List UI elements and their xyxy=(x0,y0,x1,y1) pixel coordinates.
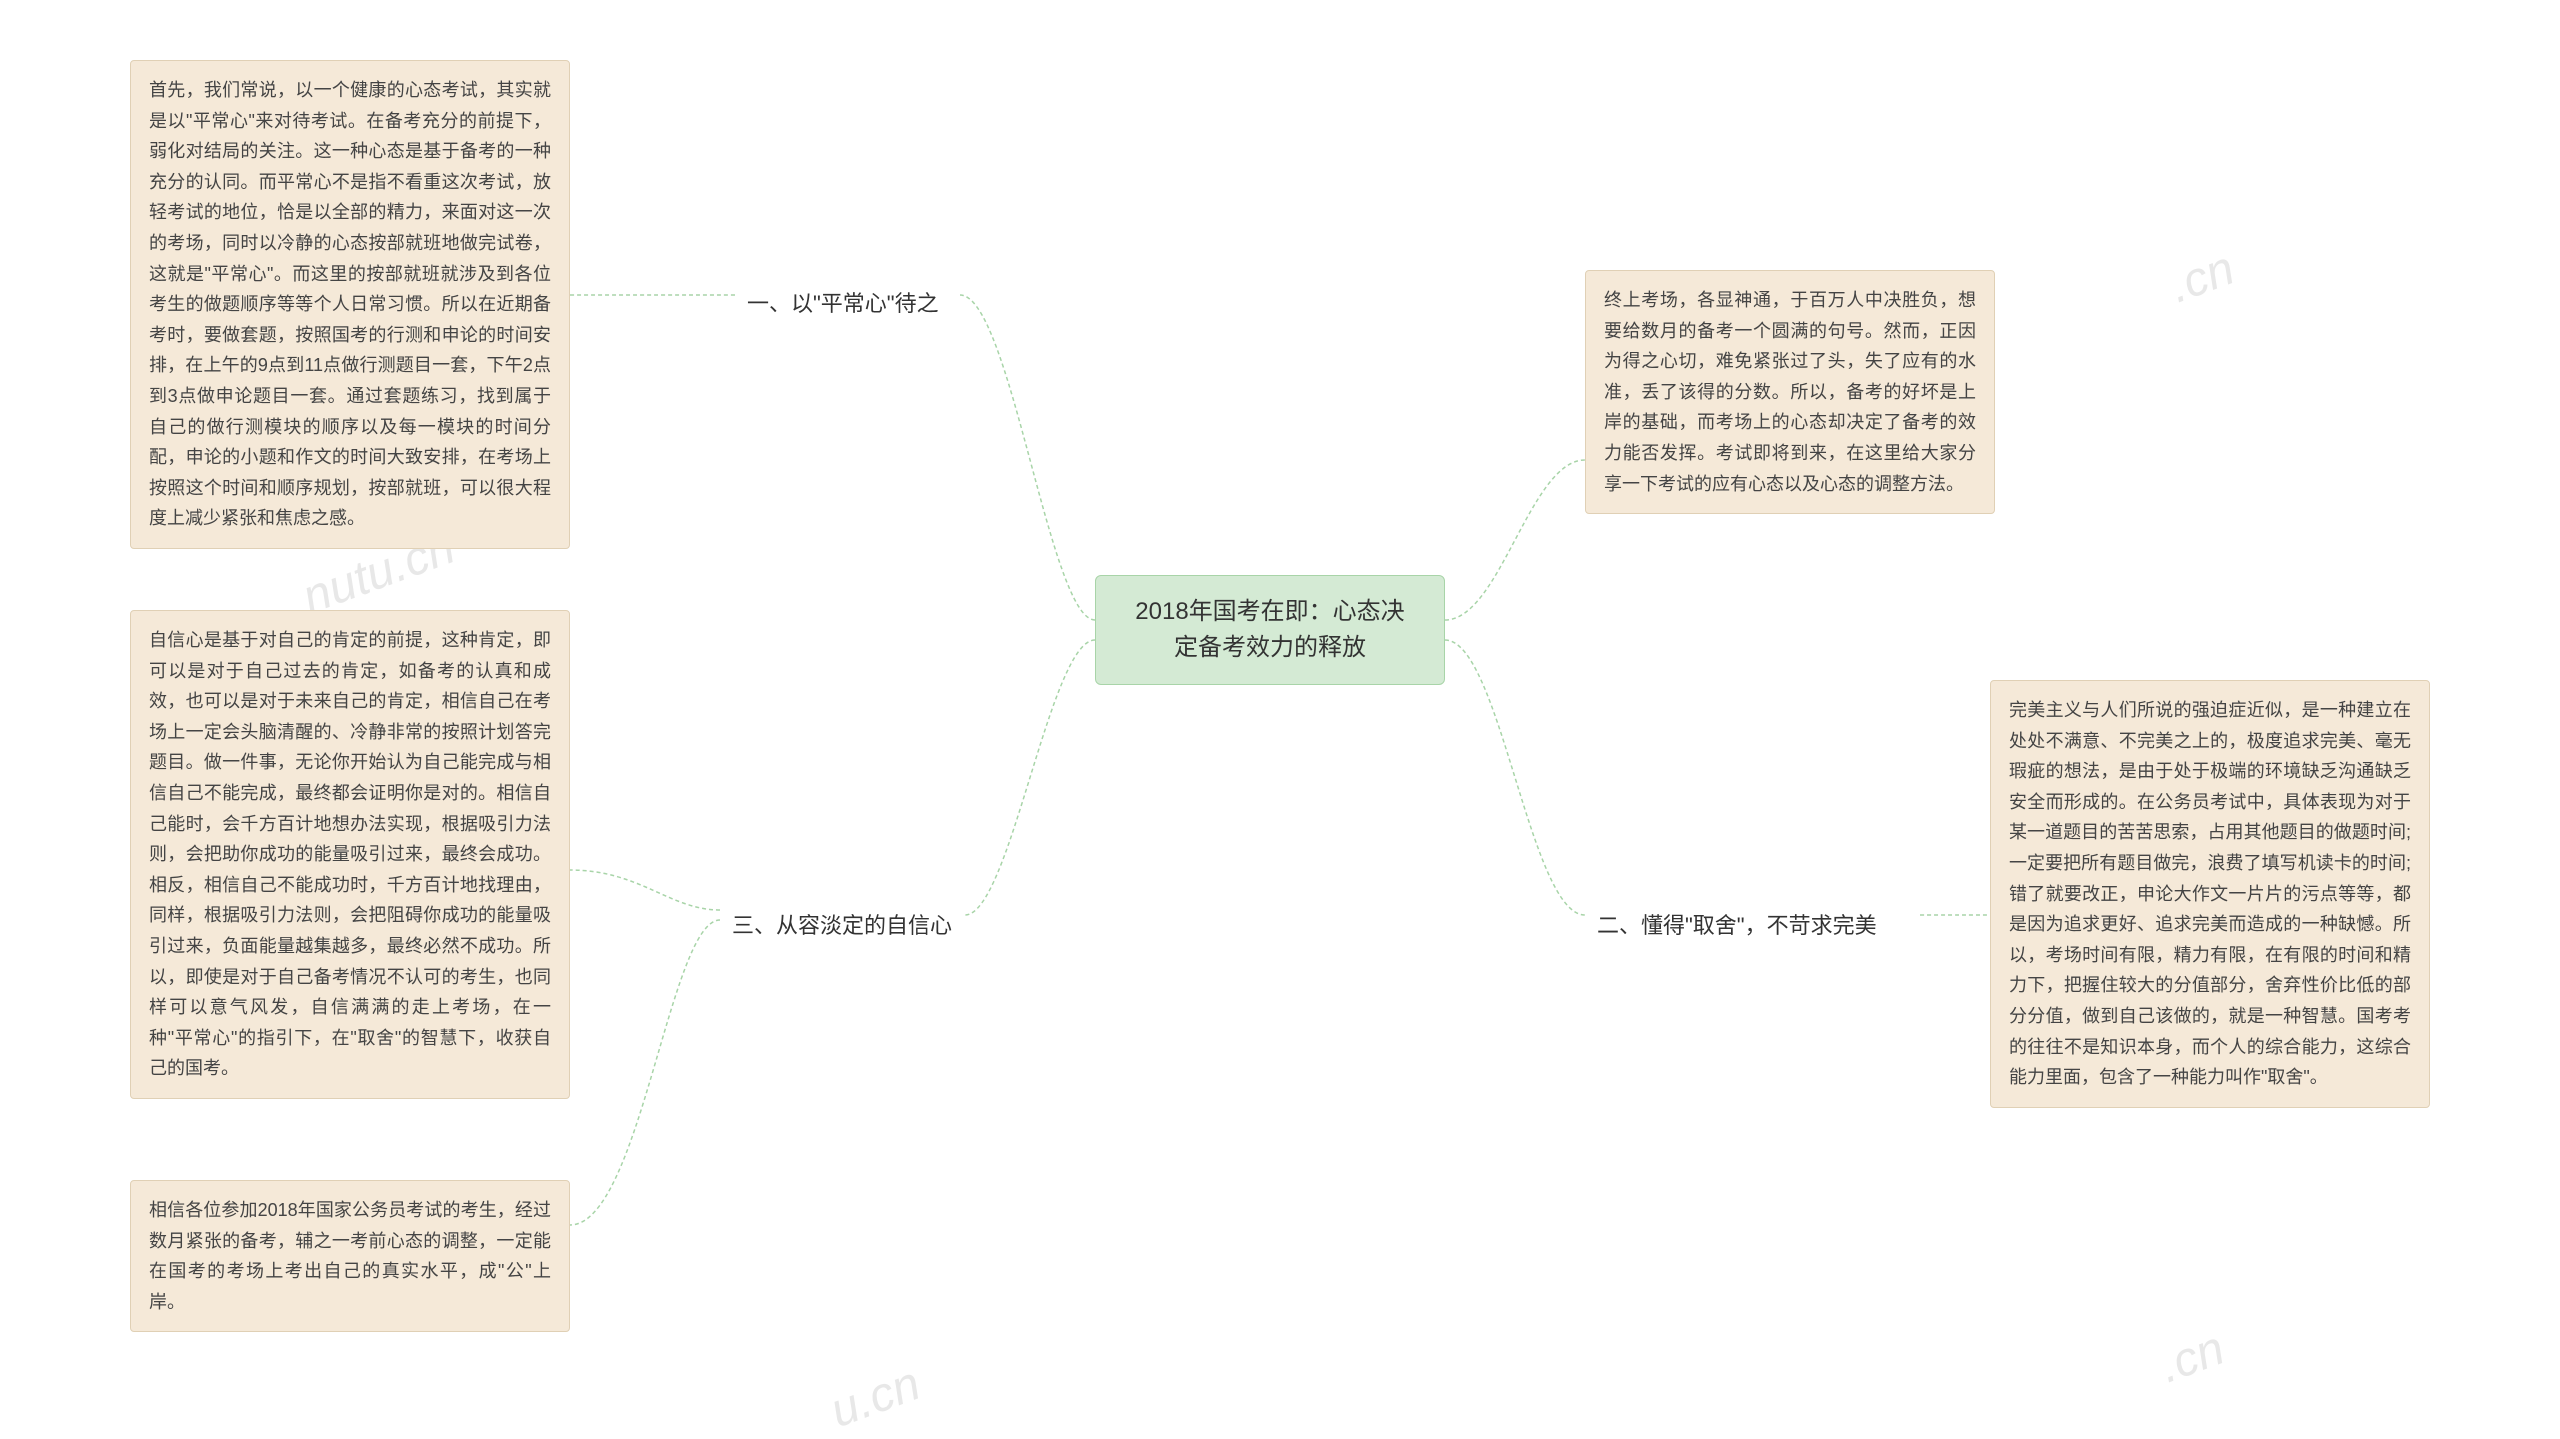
leaf-b3-2-text: 相信各位参加2018年国家公务员考试的考生，经过数月紧张的备考，辅之一考前心态的… xyxy=(149,1200,551,1312)
leaf-b3-2: 相信各位参加2018年国家公务员考试的考生，经过数月紧张的备考，辅之一考前心态的… xyxy=(130,1180,570,1332)
center-title-line2: 定备考效力的释放 xyxy=(1174,634,1366,661)
branch-2-label: 二、懂得"取舍"，不苛求完美 xyxy=(1597,913,1877,938)
branch-1: 一、以"平常心"待之 xyxy=(735,278,951,326)
watermark: u.cn xyxy=(823,1356,927,1439)
leaf-b2-text: 完美主义与人们所说的强迫症近似，是一种建立在处处不满意、不完美之上的，极度追求完… xyxy=(2009,700,2411,1087)
leaf-intro: 终上考场，各显神通，于百万人中决胜负，想要给数月的备考一个圆满的句号。然而，正因… xyxy=(1585,270,1995,514)
branch-2: 二、懂得"取舍"，不苛求完美 xyxy=(1585,900,1889,948)
leaf-b3-1: 自信心是基于对自己的肯定的前提，这种肯定，即可以是对于自己过去的肯定，如备考的认… xyxy=(130,610,570,1099)
leaf-b1-text: 首先，我们常说，以一个健康的心态考试，其实就是以"平常心"来对待考试。在备考充分… xyxy=(149,80,551,528)
branch-3: 三、从容淡定的自信心 xyxy=(720,900,964,948)
watermark: .cn xyxy=(2153,1321,2232,1395)
leaf-b1: 首先，我们常说，以一个健康的心态考试，其实就是以"平常心"来对待考试。在备考充分… xyxy=(130,60,570,549)
center-title-line1: 2018年国考在即：心态决 xyxy=(1135,598,1404,625)
center-topic: 2018年国考在即：心态决 定备考效力的释放 xyxy=(1095,575,1445,685)
leaf-intro-text: 终上考场，各显神通，于百万人中决胜负，想要给数月的备考一个圆满的句号。然而，正因… xyxy=(1604,290,1976,494)
leaf-b3-1-text: 自信心是基于对自己的肯定的前提，这种肯定，即可以是对于自己过去的肯定，如备考的认… xyxy=(149,630,551,1078)
branch-3-label: 三、从容淡定的自信心 xyxy=(732,913,952,938)
branch-1-label: 一、以"平常心"待之 xyxy=(747,291,939,316)
leaf-b2: 完美主义与人们所说的强迫症近似，是一种建立在处处不满意、不完美之上的，极度追求完… xyxy=(1990,680,2430,1108)
watermark: .cn xyxy=(2163,241,2242,315)
